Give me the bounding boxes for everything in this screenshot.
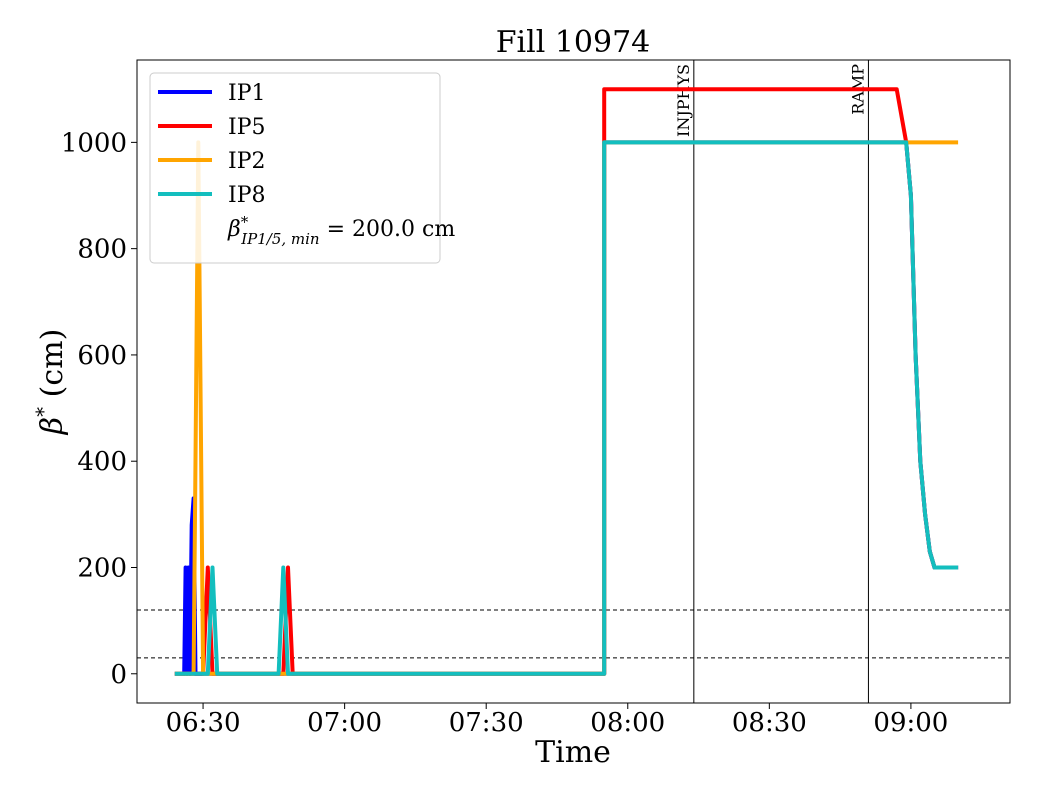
legend-beta-min-note: β* IP1/5, min = 200.0 cm <box>227 213 455 248</box>
legend-label-ip1: IP1 <box>228 81 266 106</box>
y-tick-label: 400 <box>77 447 127 477</box>
axes: 0 200 400 600 800 1000 06:30 07:00 07:30 08:00 08:… <box>61 59 1011 738</box>
y-tick-label: 600 <box>77 341 127 371</box>
series-lines <box>174 87 959 676</box>
x-tick-label: 07:30 <box>449 708 524 738</box>
vline-label-injphys: INJPHYS <box>674 64 693 137</box>
y-axis-label: β* (cm) <box>31 329 70 436</box>
legend-label-ip8: IP8 <box>228 183 266 208</box>
x-tick-label: 08:30 <box>732 708 807 738</box>
x-tick-label: 07:00 <box>307 708 382 738</box>
y-tick-label: 200 <box>77 553 127 583</box>
y-tick-label: 0 <box>110 660 127 690</box>
legend-label-ip5: IP5 <box>228 115 266 140</box>
y-tick-label: 800 <box>77 235 127 265</box>
legend-label-ip2: IP2 <box>228 149 266 174</box>
legend: IP1 IP5 IP2 IP8 β* IP1/5, min = 200.0 cm <box>149 72 455 264</box>
chart-title: Fill 10974 <box>496 25 651 60</box>
x-tick-label: 06:30 <box>166 708 241 738</box>
x-tick-label: 09:00 <box>873 708 948 738</box>
legend-box <box>149 72 441 264</box>
y-tick-label: 1000 <box>61 128 127 158</box>
x-axis-label: Time <box>535 735 611 770</box>
y-axis-label-group: β* (cm) <box>31 329 70 436</box>
x-tick-label: 08:00 <box>590 708 665 738</box>
reference-lines: INJPHYS RAMP <box>137 60 1010 703</box>
series-line-ip8 <box>174 140 959 676</box>
plot-frame <box>136 59 1011 704</box>
